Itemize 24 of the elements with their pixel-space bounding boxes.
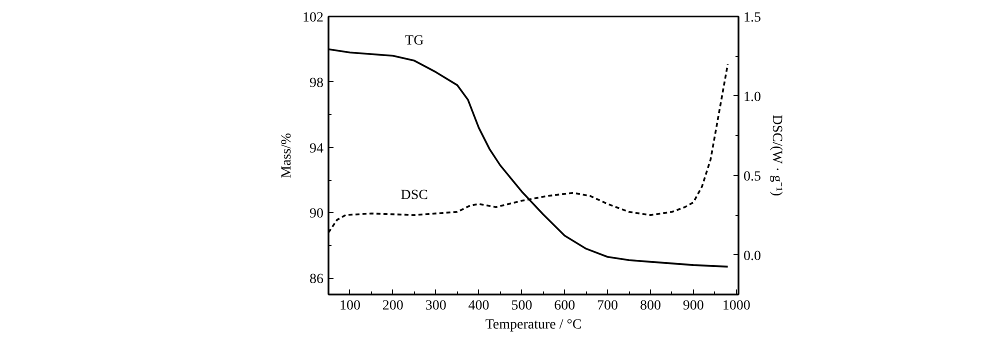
series-label: TG [405, 34, 424, 49]
x-tick-label: 500 [511, 298, 532, 314]
y-tick-label: 86 [310, 272, 324, 288]
x-tick-label: 1000 [722, 298, 750, 314]
x-tick-label: 400 [468, 298, 490, 314]
y2-tick-label: 1.5 [744, 10, 761, 26]
x-tick-label: 200 [382, 298, 404, 314]
x-tick-label: 800 [640, 298, 661, 314]
series-label: DSC [400, 188, 428, 204]
y-tick-label: 94 [310, 141, 324, 156]
x-tick-label: 900 [682, 298, 704, 314]
y-axis-title: Mass/% [280, 132, 294, 178]
y2-tick-label: 0.5 [744, 169, 761, 184]
y-tick-label: 98 [310, 76, 324, 91]
x-tick-label: 300 [425, 298, 446, 314]
x-tick-label: 100 [339, 298, 360, 314]
y-tick-label: 102 [302, 10, 324, 26]
x-tick-label: 700 [597, 298, 618, 314]
x-axis-title: Temperature / °C [485, 318, 582, 332]
y-tick-label: 90 [310, 206, 324, 222]
y2-tick-label: 0.0 [744, 248, 761, 264]
y2-tick-label: 1.0 [744, 90, 761, 105]
y2-axis-title: DSC/(W · g⁻¹) [769, 114, 784, 196]
x-tick-label: 600 [554, 298, 576, 314]
